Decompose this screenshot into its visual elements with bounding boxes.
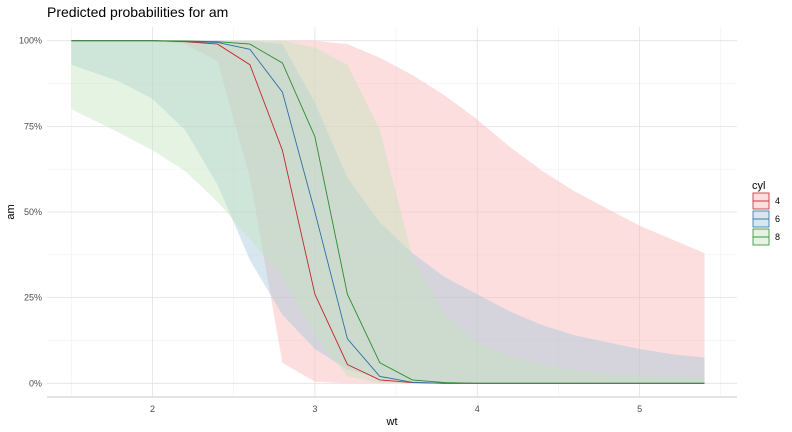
confidence-band-cyl-6 (71, 40, 705, 384)
x-tick-label: 2 (150, 404, 155, 414)
y-tick-label: 50% (24, 207, 42, 217)
y-tick-label: 100% (19, 36, 42, 46)
y-tick-label: 75% (24, 121, 42, 131)
x-axis-title: wt (386, 416, 398, 428)
y-tick-label: 25% (24, 293, 42, 303)
tick-labels: 2 3 4 50%25%50%75%100% (19, 36, 642, 414)
legend-label-cyl-8: 8 (775, 232, 780, 242)
legend-label-cyl-6: 6 (775, 214, 780, 224)
legend-title: cyl (752, 180, 765, 192)
confidence-bands (71, 40, 705, 384)
legend: cyl 4 6 8 (752, 180, 780, 246)
y-axis-title: am (5, 204, 17, 219)
confidence-band-cyl-4 (71, 40, 705, 384)
x-tick-label: 4 (475, 404, 480, 414)
prediction-line-cyl-8 (71, 40, 705, 384)
x-tick-label: 3 (312, 404, 317, 414)
chart-title: Predicted probabilities for am (47, 4, 228, 20)
x-tick-label: 5 (637, 404, 642, 414)
prediction-lines (71, 40, 705, 384)
y-tick-label: 0% (29, 378, 42, 388)
legend-label-cyl-4: 4 (775, 196, 780, 206)
confidence-band-cyl-8 (71, 40, 705, 384)
